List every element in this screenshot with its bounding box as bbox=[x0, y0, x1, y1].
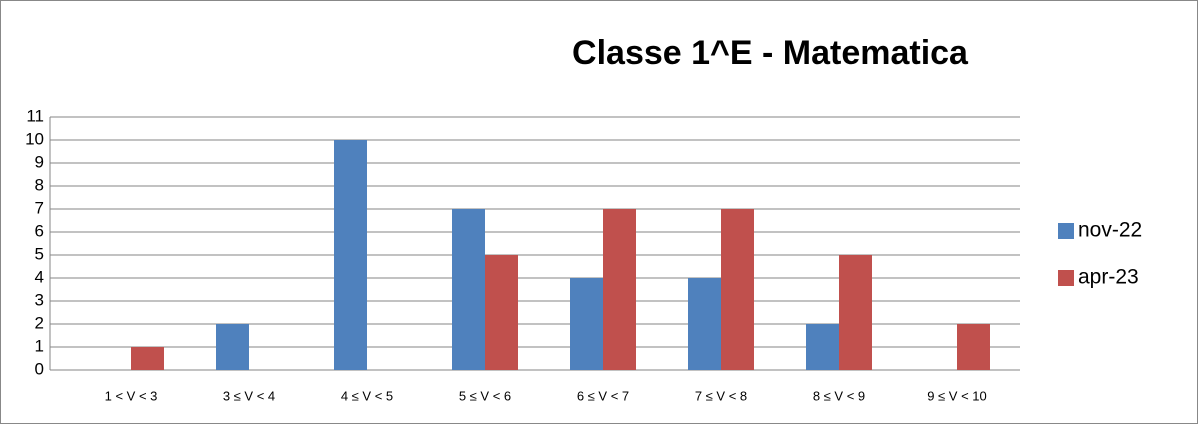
y-tick-label: 7 bbox=[35, 198, 44, 217]
bar bbox=[603, 209, 636, 370]
legend-swatch bbox=[1058, 270, 1074, 286]
bar bbox=[452, 209, 485, 370]
legend-swatch bbox=[1058, 223, 1074, 239]
y-tick-label: 10 bbox=[25, 129, 44, 148]
bar bbox=[721, 209, 754, 370]
x-tick-label: 1 < V < 3 bbox=[105, 388, 158, 403]
legend-label: apr-23 bbox=[1078, 266, 1139, 289]
y-tick-label: 0 bbox=[35, 359, 44, 378]
x-tick-label: 5 ≤ V < 6 bbox=[459, 388, 511, 403]
bar bbox=[806, 324, 839, 370]
y-tick-label: 2 bbox=[35, 313, 44, 332]
y-tick-label: 9 bbox=[35, 152, 44, 171]
chart-title: Classe 1^E - Matematica bbox=[572, 34, 969, 72]
bar bbox=[485, 255, 518, 370]
x-tick-label: 7 ≤ V < 8 bbox=[695, 388, 747, 403]
y-tick-label: 5 bbox=[35, 244, 44, 263]
y-tick-label: 1 bbox=[35, 336, 44, 355]
y-tick-label: 11 bbox=[26, 106, 44, 125]
bar bbox=[216, 324, 249, 370]
y-tick-label: 6 bbox=[35, 221, 44, 240]
x-tick-label: 8 ≤ V < 9 bbox=[813, 388, 865, 403]
y-tick-label: 4 bbox=[35, 267, 44, 286]
x-tick-label: 3 ≤ V < 4 bbox=[223, 388, 275, 403]
y-tick-label: 3 bbox=[35, 290, 44, 309]
x-tick-label: 9 ≤ V < 10 bbox=[927, 388, 987, 403]
bar bbox=[688, 278, 721, 370]
bar bbox=[839, 255, 872, 370]
x-tick-label: 4 ≤ V < 5 bbox=[341, 388, 393, 403]
y-tick-label: 8 bbox=[35, 175, 44, 194]
x-tick-label: 6 ≤ V < 7 bbox=[577, 388, 629, 403]
bar bbox=[131, 347, 164, 370]
bar bbox=[334, 140, 367, 370]
bar bbox=[957, 324, 990, 370]
bar bbox=[570, 278, 603, 370]
legend-label: nov-22 bbox=[1078, 219, 1142, 242]
